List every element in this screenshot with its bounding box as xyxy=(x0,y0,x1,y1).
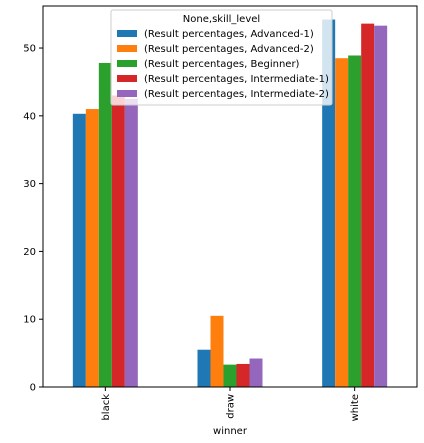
y-axis: 0 10 20 30 40 50 xyxy=(23,44,43,394)
bar-white-2 xyxy=(348,55,362,388)
legend-entry-1: (Result percentages, Advanced-2) xyxy=(144,44,314,55)
y-tick-label: 30 xyxy=(23,179,36,190)
legend-swatch-0 xyxy=(117,30,137,37)
bar-white-3 xyxy=(361,23,375,387)
x-tick-label-white: white xyxy=(350,394,361,421)
bar-draw-2 xyxy=(223,364,237,387)
y-tick-label: 0 xyxy=(30,383,36,394)
legend-entry-4: (Result percentages, Intermediate-2) xyxy=(144,89,329,100)
legend: None,skill_level (Result percentages, Adv… xyxy=(110,9,333,106)
x-axis-label: winner xyxy=(213,426,248,437)
bar-black-2 xyxy=(98,62,112,387)
x-tick-label-draw: draw xyxy=(226,394,237,419)
bar-black-3 xyxy=(111,95,125,387)
bar-draw-3 xyxy=(236,363,250,387)
bars-group xyxy=(72,19,388,388)
bar-draw-1 xyxy=(210,315,224,387)
bar-draw-4 xyxy=(249,358,263,387)
legend-title: None,skill_level xyxy=(183,14,260,25)
bar-black-1 xyxy=(85,109,99,387)
x-axis: black draw white xyxy=(101,387,361,421)
x-tick-label-black: black xyxy=(101,394,112,421)
legend-swatch-4 xyxy=(117,90,137,97)
legend-entry-2: (Result percentages, Beginner) xyxy=(144,59,300,70)
legend-swatch-2 xyxy=(117,60,137,67)
bar-white-0 xyxy=(322,19,336,388)
y-tick-label: 50 xyxy=(23,44,36,55)
legend-entry-0: (Result percentages, Advanced-1) xyxy=(144,29,314,40)
bar-black-0 xyxy=(72,113,86,388)
legend-box xyxy=(110,9,333,106)
bar-black-4 xyxy=(124,98,138,387)
legend-swatch-1 xyxy=(117,45,137,52)
y-tick-label: 10 xyxy=(23,315,36,326)
y-tick-label: 20 xyxy=(23,247,36,258)
legend-entry-3: (Result percentages, Intermediate-1) xyxy=(144,74,329,85)
bar-white-4 xyxy=(374,25,388,387)
bar-white-1 xyxy=(335,58,349,387)
y-tick-label: 40 xyxy=(23,111,36,122)
bar-draw-0 xyxy=(197,349,211,387)
legend-swatch-3 xyxy=(117,75,137,82)
